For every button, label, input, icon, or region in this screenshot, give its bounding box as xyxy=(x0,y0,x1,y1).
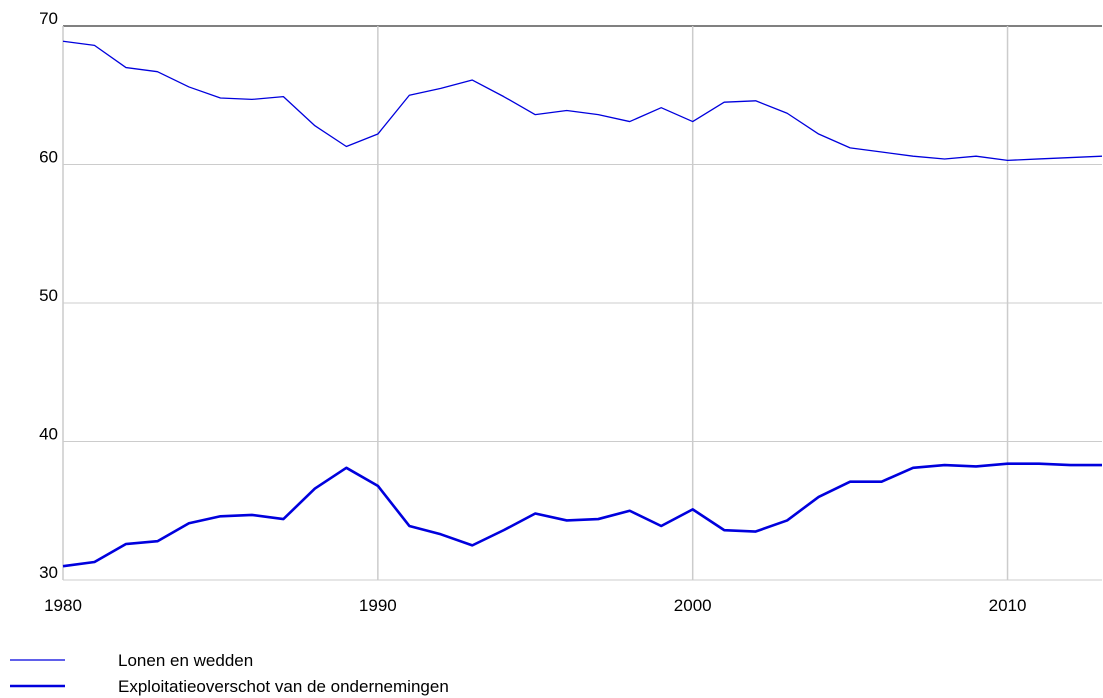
y-tick-label: 40 xyxy=(39,425,58,444)
y-tick-label: 60 xyxy=(39,148,58,167)
x-tick-label: 1980 xyxy=(44,596,82,615)
series-line xyxy=(62,462,1102,568)
y-tick-label: 50 xyxy=(39,286,58,305)
x-tick-label: 2010 xyxy=(989,596,1027,615)
legend-label: Exploitatieoverschot van de onderneminge… xyxy=(118,677,449,696)
legend-label: Lonen en wedden xyxy=(118,651,253,670)
y-tick-label: 30 xyxy=(39,563,58,582)
y-tick-label: 70 xyxy=(39,9,58,28)
x-tick-label: 2000 xyxy=(674,596,712,615)
series-line xyxy=(62,40,1103,161)
x-tick-label: 1990 xyxy=(359,596,397,615)
